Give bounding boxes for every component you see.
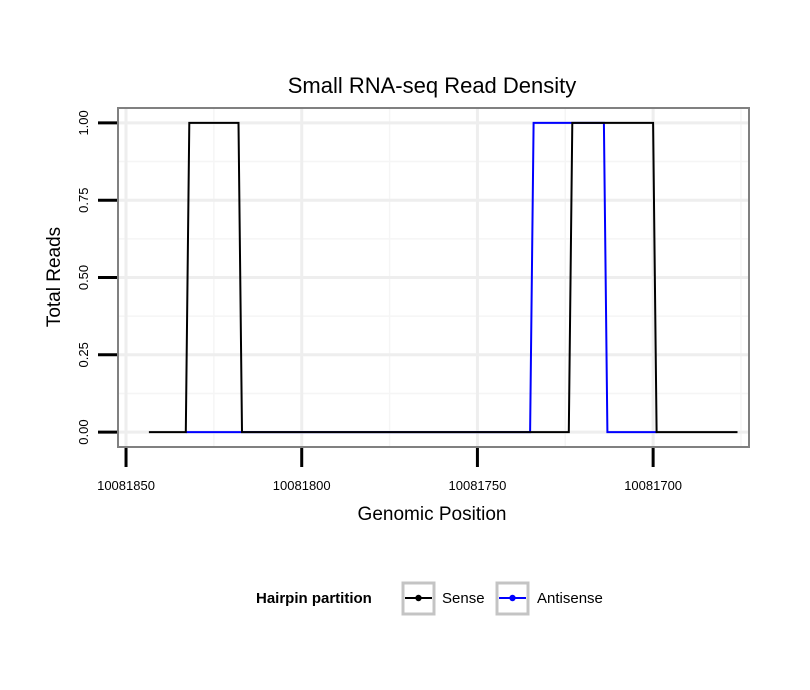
x-tick-label: 10081700: [624, 478, 682, 493]
x-axis: 10081850 10081800 10081750 10081700: [97, 448, 682, 493]
x-axis-title: Genomic Position: [358, 504, 507, 525]
y-tick-label: 0.75: [76, 188, 91, 213]
y-axis-title: Total Reads: [44, 227, 65, 327]
legend-dot-antisense: [509, 594, 516, 602]
y-axis: 0.00 0.25 0.50 0.75 1.00: [76, 110, 117, 445]
x-tick-label: 10081850: [97, 478, 155, 493]
y-tick-label: 0.00: [76, 419, 91, 444]
y-tick-label: 0.50: [76, 265, 91, 290]
series-lines: [148, 121, 738, 434]
legend-item-sense: Sense: [401, 581, 485, 616]
series-sense-line: [148, 121, 738, 434]
x-tick-label: 10081800: [273, 478, 331, 493]
y-tick-label: 1.00: [76, 110, 91, 135]
legend-title: Hairpin partition: [256, 590, 372, 607]
legend: Hairpin partition Sense Antisense: [256, 581, 603, 616]
legend-label-antisense: Antisense: [537, 590, 603, 607]
legend-item-antisense: Antisense: [495, 581, 603, 616]
chart-title: Small RNA-seq Read Density: [288, 73, 577, 98]
legend-label-sense: Sense: [442, 590, 485, 607]
y-tick-label: 0.25: [76, 342, 91, 367]
legend-dot-sense: [415, 594, 422, 602]
x-tick-label: 10081750: [449, 478, 507, 493]
